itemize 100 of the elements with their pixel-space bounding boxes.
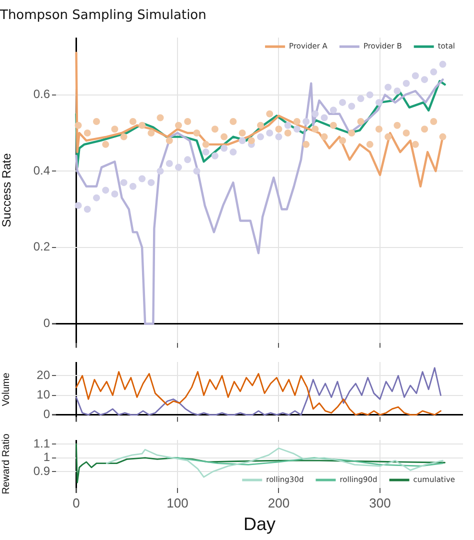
point — [402, 129, 410, 136]
y-tick-label: 1.1 — [33, 436, 50, 450]
point — [230, 148, 237, 156]
y-axis-title: Volume — [0, 372, 12, 406]
point — [193, 168, 200, 175]
point — [166, 137, 173, 144]
point — [202, 140, 210, 148]
point — [211, 126, 218, 133]
point — [302, 118, 310, 126]
point — [211, 152, 218, 160]
point — [74, 122, 82, 129]
point — [284, 122, 292, 129]
point — [93, 118, 100, 126]
point — [412, 72, 419, 80]
point — [320, 133, 328, 140]
point — [148, 179, 155, 186]
point — [312, 110, 319, 118]
point — [111, 126, 118, 133]
point — [129, 118, 136, 126]
point — [357, 95, 364, 102]
point — [375, 126, 382, 133]
y-tick-label: 0.4 — [33, 163, 50, 178]
point — [74, 202, 82, 209]
point — [120, 133, 128, 140]
point — [238, 137, 246, 144]
point — [384, 84, 392, 91]
point — [156, 168, 164, 175]
point — [202, 148, 210, 156]
point — [257, 133, 264, 140]
point — [412, 140, 419, 148]
point — [148, 129, 155, 136]
chart-title: Thompson Sampling Simulation — [0, 8, 206, 24]
x-axis-title: Day — [243, 514, 276, 534]
y-tick-label: 0 — [43, 316, 50, 330]
point — [284, 129, 292, 136]
point — [275, 126, 282, 133]
x-tick-label: 200 — [268, 495, 290, 510]
point — [366, 91, 374, 98]
point — [102, 140, 110, 148]
y-axis-title: Reward Ratio — [0, 433, 12, 494]
point — [166, 160, 173, 167]
point — [339, 137, 346, 144]
point — [248, 137, 255, 144]
point — [266, 110, 274, 118]
point — [439, 133, 446, 140]
point — [293, 126, 300, 133]
x-tick-label: 300 — [369, 495, 391, 510]
point — [375, 98, 382, 106]
point — [348, 129, 356, 136]
point — [366, 140, 374, 148]
y-tick-label: 1 — [43, 450, 50, 464]
y-axis-title: Success Rate — [0, 152, 14, 228]
point — [84, 129, 91, 136]
point — [339, 98, 346, 106]
x-tick-label: 0 — [72, 495, 80, 510]
y-tick-label: 10 — [36, 388, 50, 402]
point — [120, 179, 128, 186]
point — [129, 182, 136, 190]
point — [312, 126, 319, 133]
point — [193, 129, 200, 136]
point — [275, 133, 282, 140]
y-tick-label: 0.2 — [33, 240, 50, 254]
point — [402, 80, 410, 87]
point — [111, 190, 118, 198]
point — [430, 118, 438, 126]
point — [184, 118, 192, 126]
point — [238, 129, 246, 136]
point — [357, 118, 364, 126]
point — [230, 118, 237, 126]
point — [320, 114, 328, 122]
y-tick-label: 20 — [36, 368, 50, 382]
point — [220, 133, 228, 140]
point — [138, 175, 146, 182]
point — [266, 129, 274, 136]
y-tick-label: 0.9 — [33, 464, 50, 478]
point — [220, 144, 228, 152]
point — [330, 122, 337, 129]
point — [330, 106, 337, 114]
point — [184, 156, 192, 164]
point — [257, 122, 264, 129]
point — [84, 206, 91, 213]
point — [102, 186, 110, 194]
point — [175, 122, 182, 129]
point — [384, 133, 392, 140]
point — [394, 88, 401, 95]
point — [156, 114, 164, 122]
point — [93, 194, 100, 202]
point — [302, 140, 310, 148]
point — [430, 68, 438, 76]
point — [293, 118, 300, 126]
y-tick-label: 0.6 — [33, 87, 50, 102]
point — [394, 122, 401, 129]
point — [348, 102, 356, 110]
point — [175, 164, 182, 171]
point — [439, 60, 446, 68]
point — [421, 126, 428, 133]
x-tick-label: 100 — [166, 495, 188, 510]
y-tick-label: 0 — [43, 407, 50, 422]
point — [421, 76, 428, 84]
point — [138, 122, 146, 129]
